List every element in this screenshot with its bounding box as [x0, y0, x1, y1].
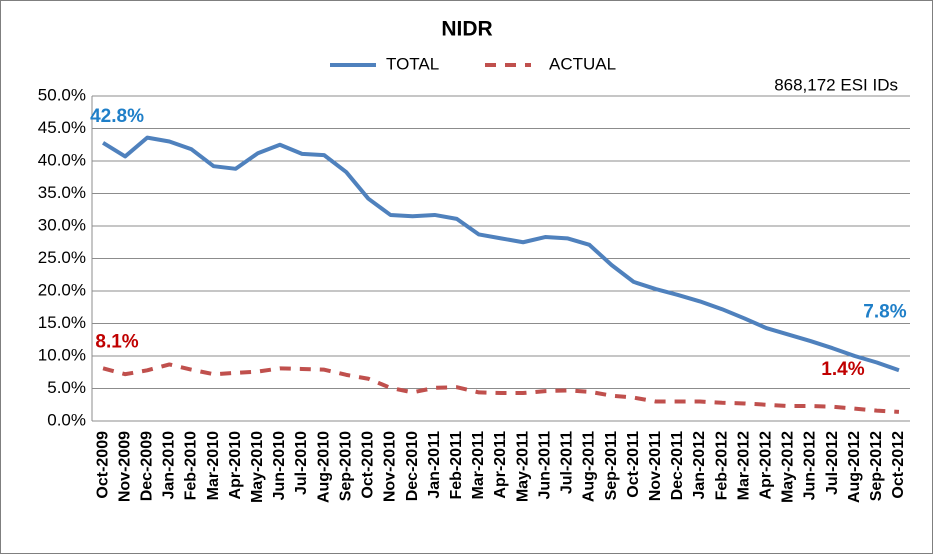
x-tick-label: May-2010: [249, 431, 266, 503]
x-tick-label: Mar-2012: [735, 431, 752, 500]
x-tick-label: Aug-2010: [315, 431, 332, 503]
x-tick-label: Mar-2011: [470, 431, 487, 500]
x-tick-label: Dec-2010: [404, 431, 421, 501]
x-tick-label: Aug-2012: [846, 431, 863, 503]
x-tick-label: Aug-2011: [581, 431, 598, 502]
x-tick-label: Apr-2011: [492, 431, 509, 499]
x-tick-label: Nov-2010: [382, 431, 399, 502]
x-tick-label: Sep-2011: [603, 431, 620, 500]
x-tick-label: Dec-2009: [138, 431, 155, 501]
x-tick-label: May-2012: [780, 431, 797, 503]
x-tick-label: Mar-2010: [205, 431, 222, 500]
x-tick-label: Jan-2011: [426, 431, 443, 499]
x-tick-label: Apr-2010: [227, 431, 244, 500]
annotation: 868,172 ESI IDs: [774, 75, 898, 94]
data-label: 42.8%: [90, 106, 144, 127]
x-tick-label: Sep-2010: [337, 431, 354, 501]
x-tick-label: Sep-2012: [868, 431, 885, 501]
y-tick-label: 10.0%: [38, 345, 86, 364]
x-tick-label: Oct-2011: [625, 431, 642, 498]
x-tick-label: Jun-2011: [536, 431, 553, 500]
data-label: 7.8%: [863, 301, 906, 322]
x-tick-label: Jul-2010: [293, 431, 310, 495]
y-tick-label: 0.0%: [47, 410, 86, 429]
x-tick-label: Apr-2012: [758, 431, 775, 500]
y-tick-label: 35.0%: [38, 183, 86, 202]
x-tick-label: Dec-2011: [669, 431, 686, 500]
x-tick-label: Oct-2009: [94, 431, 111, 499]
y-tick-label: 15.0%: [38, 313, 86, 332]
y-tick-label: 45.0%: [38, 118, 86, 137]
x-tick-label: Oct-2012: [890, 431, 907, 499]
y-tick-label: 20.0%: [38, 280, 86, 299]
y-tick-label: 5.0%: [47, 378, 86, 397]
x-tick-label: Feb-2011: [448, 431, 465, 500]
x-tick-label: Feb-2010: [183, 431, 200, 500]
x-tick-label: Jul-2012: [824, 431, 841, 495]
x-tick-label: Jun-2012: [802, 431, 819, 500]
x-tick-label: Oct-2010: [360, 431, 377, 499]
x-tick-label: May-2011: [514, 431, 531, 502]
chart-title: NIDR: [441, 18, 492, 41]
legend-label: ACTUAL: [549, 54, 616, 73]
data-label: 8.1%: [95, 331, 138, 352]
y-tick-label: 25.0%: [38, 248, 86, 267]
series-line: [102, 362, 900, 414]
y-tick-label: 30.0%: [38, 215, 86, 234]
y-tick-label: 40.0%: [38, 150, 86, 169]
x-tick-label: Jul-2011: [559, 431, 576, 494]
x-tick-label: Jan-2012: [691, 431, 708, 500]
x-tick-label: Nov-2009: [116, 431, 133, 502]
x-tick-label: Jun-2010: [271, 431, 288, 500]
series-line: [101, 135, 900, 373]
x-tick-label: Jan-2010: [161, 431, 178, 500]
legend-label: TOTAL: [386, 54, 439, 73]
data-label: 1.4%: [821, 359, 864, 380]
x-tick-label: Feb-2012: [713, 431, 730, 500]
x-tick-label: Nov-2011: [647, 431, 664, 501]
y-tick-label: 50.0%: [38, 85, 86, 104]
